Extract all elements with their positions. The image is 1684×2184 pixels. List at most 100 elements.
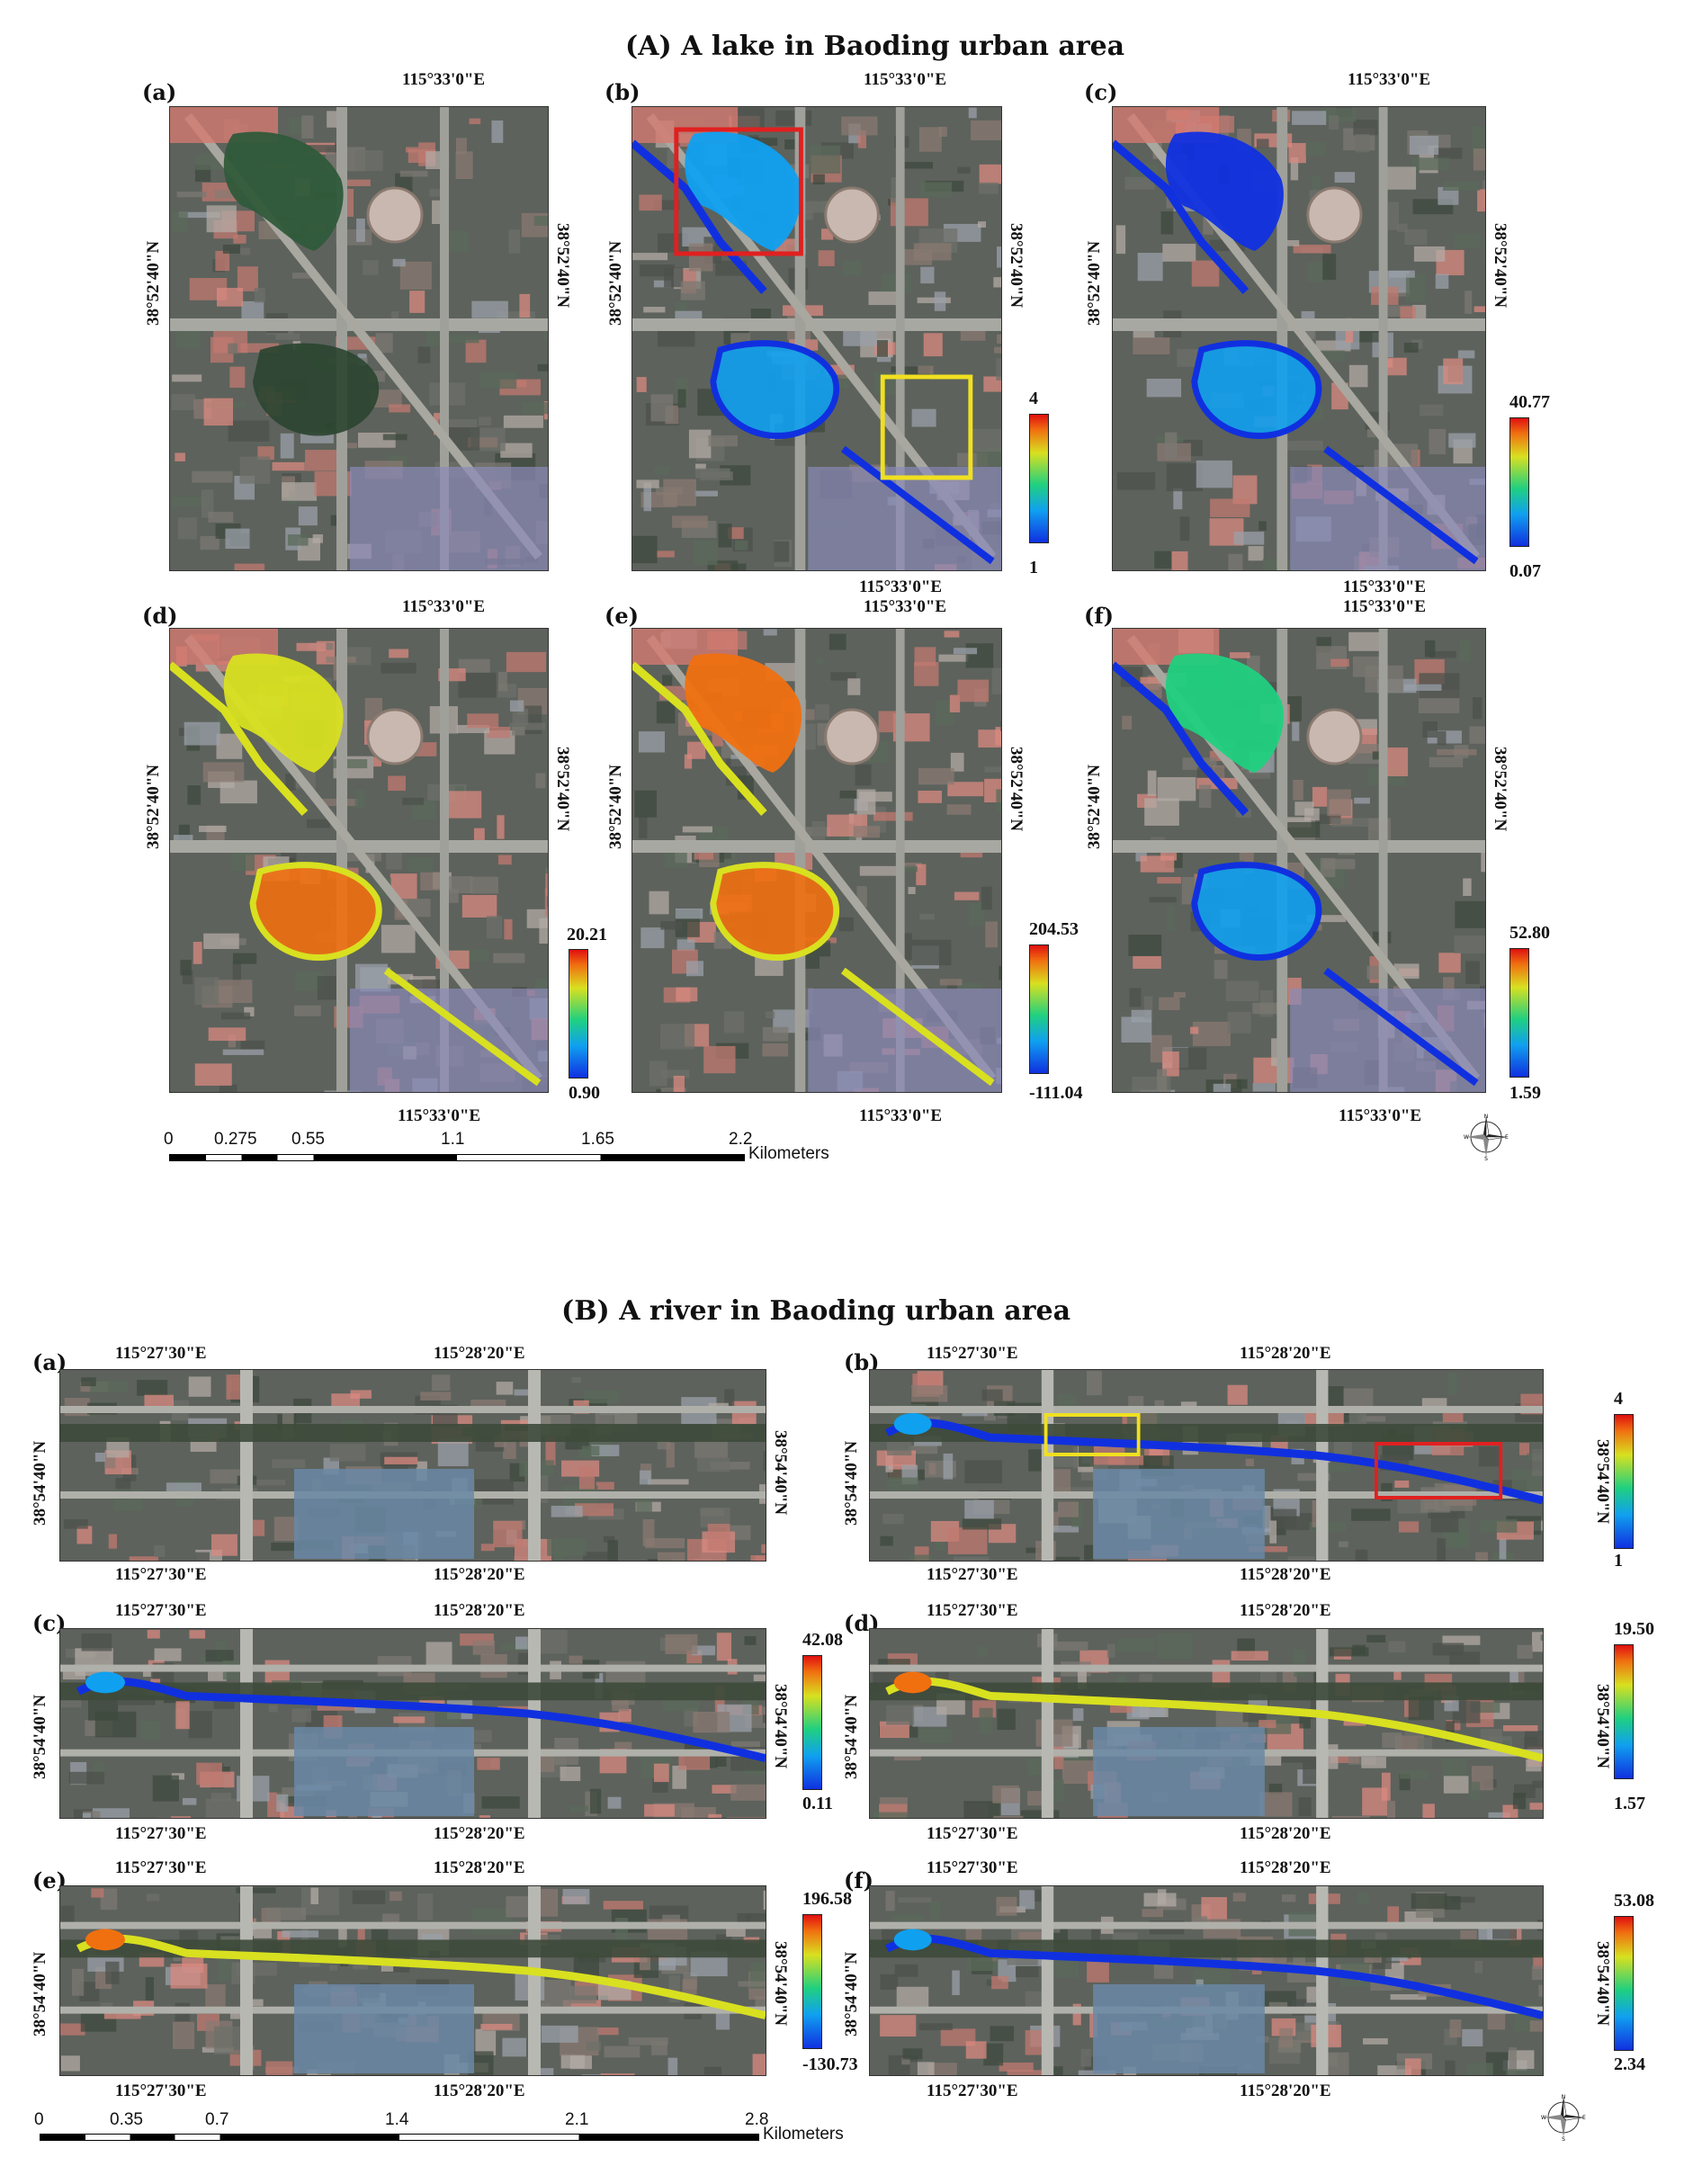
b-map-panel-e-image: [60, 1886, 766, 2075]
b-compass-w: W: [1541, 2115, 1546, 2121]
b-r3-bot-lon1-right: 115°27'30"E: [927, 2081, 1018, 2100]
b-map-panel-d-image: [870, 1629, 1543, 1818]
a-lat-right-e: 38°52'40"N: [1007, 747, 1026, 832]
b-r3-bot-lon2-right: 115°28'20"E: [1240, 2081, 1331, 2100]
a-d-cbar-min: 0.90: [569, 1083, 600, 1103]
a-top-lon-d: 115°33'0"E: [402, 597, 486, 616]
b-scale-tick-3: 1.4: [385, 2110, 409, 2129]
a-lat-right-d: 38°52'40"N: [553, 747, 572, 832]
b-f-colorbar: [1614, 1916, 1634, 2051]
a-scale-tick-1: 0.275: [214, 1130, 257, 1149]
a-panel-label-e: (e): [605, 603, 639, 629]
b-compass-s: S: [1562, 2136, 1565, 2141]
a-map-panel-e: [632, 628, 1002, 1093]
section-a-title: (A) A lake in Baoding urban area: [625, 31, 1125, 62]
a-e-cbar-max: 204.53: [1029, 919, 1079, 939]
a-map-panel-f: [1112, 628, 1486, 1093]
a-top-lon-c: 115°33'0"E: [1348, 70, 1431, 89]
b-r3-top-lon2-right: 115°28'20"E: [1240, 1858, 1331, 1877]
a-c-colorbar: [1509, 417, 1529, 547]
a-lat-right-a: 38°52'40"N: [553, 223, 572, 309]
a-panel-label-a: (a): [142, 79, 177, 105]
b-r2-bot-lon2-right: 115°28'20"E: [1240, 1824, 1331, 1843]
b-f-cbar-min: 2.34: [1614, 2054, 1645, 2074]
a-e-colorbar: [1029, 944, 1049, 1074]
a-map-panel-e-image: [632, 629, 1001, 1092]
b-lat-left-f: 38°54'40"N: [842, 1951, 861, 2036]
b-c-cbar-max: 42.08: [802, 1630, 843, 1650]
a-scale-unit: Kilometers: [748, 1144, 829, 1163]
b-compass-e: E: [1582, 2115, 1586, 2121]
a-f-cbar-min: 1.59: [1509, 1083, 1541, 1103]
b-map-panel-a: [59, 1369, 766, 1562]
b-r2-top-lon2-left: 115°28'20"E: [434, 1601, 525, 1620]
b-b-cbar-max: 4: [1614, 1389, 1623, 1409]
b-compass-rose-icon: N S W E: [1541, 2094, 1586, 2141]
b-lat-left-e: 38°54'40"N: [31, 1951, 49, 2036]
b-d-colorbar: [1614, 1644, 1634, 1779]
a-lat-right-f: 38°52'40"N: [1491, 747, 1509, 832]
b-map-panel-f-image: [870, 1886, 1543, 2075]
b-r1-top-lon2-left: 115°28'20"E: [434, 1344, 525, 1363]
b-map-panel-a-image: [60, 1370, 766, 1561]
a-bot-lon-e: 115°33'0"E: [859, 1106, 943, 1125]
a-e-cbar-min: -111.04: [1029, 1083, 1083, 1103]
a-map-panel-f-image: [1113, 629, 1485, 1092]
a-c-cbar-min: 0.07: [1509, 561, 1541, 581]
a-lat-left-a: 38°52'40"N: [144, 240, 163, 326]
a-map-panel-a: [169, 106, 549, 571]
b-r1-bot-lon1-left: 115°27'30"E: [115, 1565, 207, 1584]
b-compass-n: N: [1562, 2094, 1566, 2100]
a-lat-right-c: 38°52'40"N: [1491, 223, 1509, 309]
b-c-cbar-min: 0.11: [802, 1794, 833, 1813]
b-map-panel-c-image: [60, 1629, 766, 1818]
b-map-panel-f: [869, 1885, 1544, 2076]
b-c-colorbar: [802, 1655, 822, 1790]
a-map-panel-d-image: [170, 629, 548, 1092]
b-map-panel-b: [869, 1369, 1544, 1562]
a-lat-left-f: 38°52'40"N: [1085, 764, 1104, 849]
a-scale-tick-5: 2.2: [729, 1130, 753, 1149]
a-bot-lon-d: 115°33'0"E: [398, 1106, 481, 1125]
a-scale-tick-4: 1.65: [581, 1130, 614, 1149]
b-r2-bot-lon1-left: 115°27'30"E: [115, 1824, 207, 1843]
b-r2-top-lon1-right: 115°27'30"E: [927, 1601, 1018, 1620]
b-lat-right-a: 38°54'40"N: [771, 1430, 790, 1516]
a-map-panel-b-image: [632, 107, 1001, 570]
b-r1-bot-lon2-left: 115°28'20"E: [434, 1565, 525, 1584]
a-d-colorbar: [569, 949, 588, 1079]
a-f-colorbar: [1509, 948, 1529, 1078]
b-d-cbar-max: 19.50: [1614, 1619, 1654, 1639]
b-e-cbar-min: -130.73: [802, 2054, 858, 2074]
a-lat-left-c: 38°52'40"N: [1085, 240, 1104, 326]
b-lat-left-c: 38°54'40"N: [31, 1694, 49, 1779]
b-r1-bot-lon2-right: 115°28'20"E: [1240, 1565, 1331, 1584]
a-bot-lon-b: 115°33'0"E: [859, 577, 943, 596]
a-b-colorbar: [1029, 414, 1049, 543]
b-r3-top-lon1-left: 115°27'30"E: [115, 1858, 207, 1877]
b-f-cbar-max: 53.08: [1614, 1891, 1654, 1911]
b-r1-top-lon2-right: 115°28'20"E: [1240, 1344, 1331, 1363]
a-panel-label-d: (d): [142, 603, 178, 629]
a-compass-n: N: [1484, 1114, 1489, 1120]
a-b-cbar-max: 4: [1029, 389, 1038, 408]
a-bot-lon-f: 115°33'0"E: [1339, 1106, 1422, 1125]
a-top-lon-a: 115°33'0"E: [402, 70, 486, 89]
b-r1-bot-lon1-right: 115°27'30"E: [927, 1565, 1018, 1584]
b-r3-top-lon2-left: 115°28'20"E: [434, 1858, 525, 1877]
b-r1-top-lon1-left: 115°27'30"E: [115, 1344, 207, 1363]
a-top-lon-f: 115°33'0"E: [1343, 597, 1427, 616]
b-lat-right-c: 38°54'40"N: [771, 1684, 790, 1769]
b-lat-right-b: 38°54'40"N: [1593, 1439, 1612, 1525]
b-map-panel-e: [59, 1885, 766, 2076]
b-lat-left-d: 38°54'40"N: [842, 1694, 861, 1779]
a-scale-tick-0: 0: [164, 1130, 174, 1149]
a-b-cbar-min: 1: [1029, 558, 1038, 577]
a-d-cbar-max: 20.21: [567, 925, 607, 944]
b-r2-top-lon2-right: 115°28'20"E: [1240, 1601, 1331, 1620]
b-r2-bot-lon1-right: 115°27'30"E: [927, 1824, 1018, 1843]
b-b-cbar-min: 1: [1614, 1551, 1623, 1571]
a-scale-tick-2: 0.55: [291, 1130, 325, 1149]
a-bot-lon-c: 115°33'0"E: [1343, 577, 1427, 596]
b-scale-unit: Kilometers: [763, 2125, 844, 2144]
